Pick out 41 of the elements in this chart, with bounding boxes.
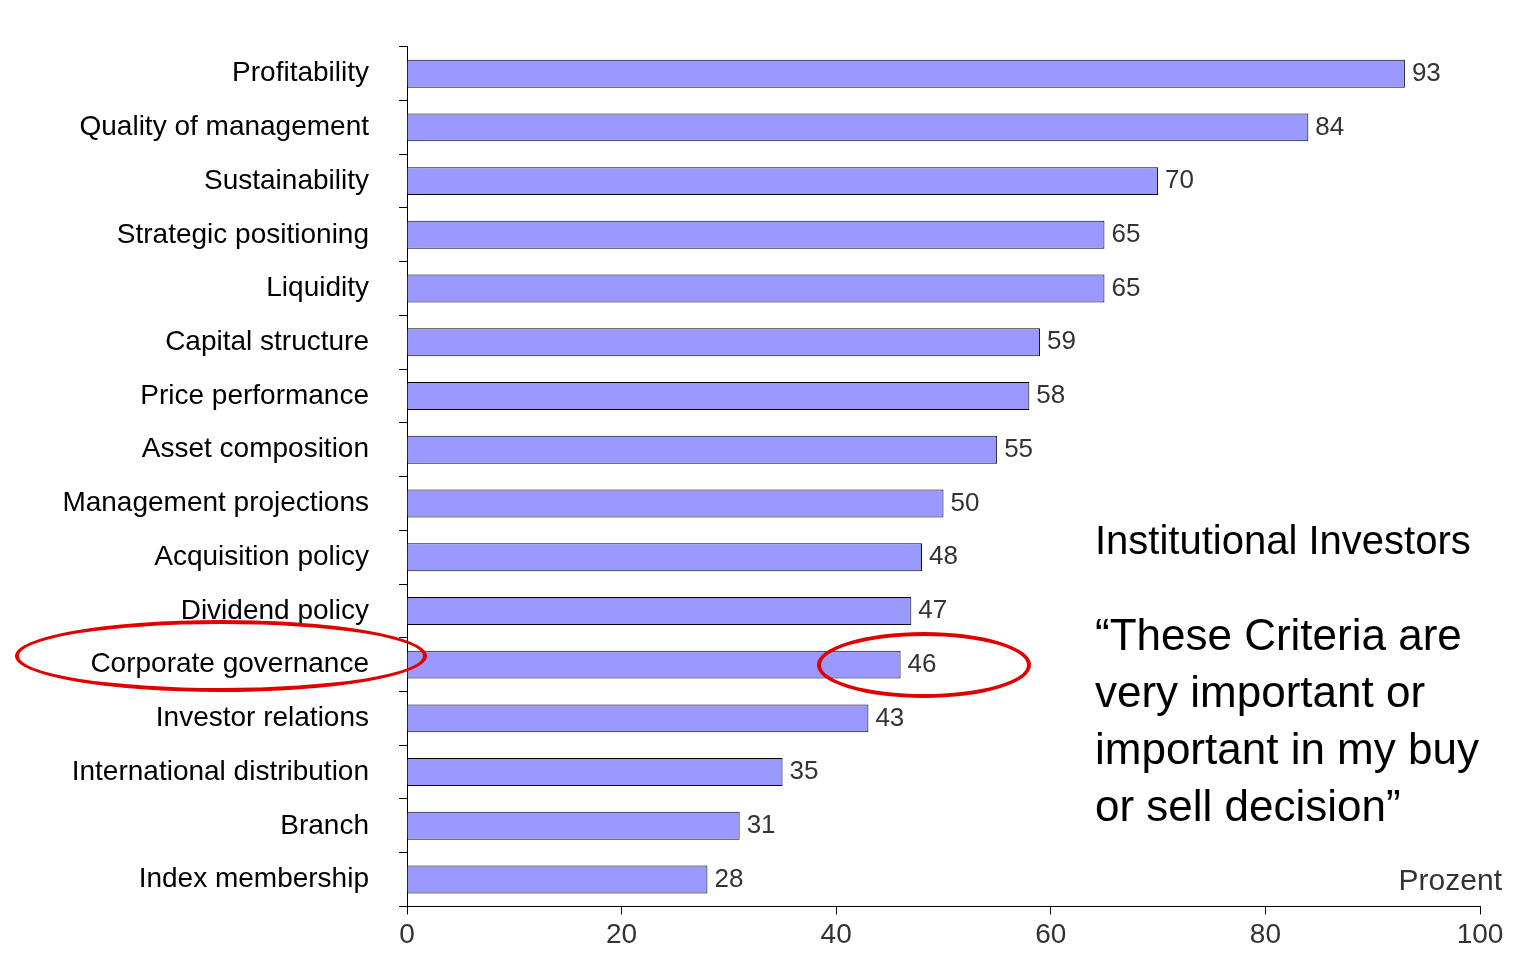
- annotation: “These Criteria are very important or important in my buy or sell decision”: [1095, 609, 1480, 832]
- y-tick-label: Branch: [280, 808, 369, 840]
- y-tick-label: Liquidity: [266, 271, 369, 303]
- data-label: 35: [789, 755, 819, 786]
- x-axis-title: Prozent: [1398, 862, 1503, 896]
- x-tick-label: 0: [399, 917, 415, 949]
- data-label: 48: [929, 540, 958, 571]
- y-tick-label: Sustainability: [204, 163, 369, 195]
- data-label: 59: [1047, 325, 1076, 356]
- y-tick-label: Index membership: [138, 862, 369, 894]
- data-label: 47: [918, 594, 948, 625]
- annotation: Institutional Investors: [1095, 518, 1471, 563]
- y-tick-label: Capital structure: [165, 325, 369, 357]
- y-tick-label: Corporate governance: [90, 647, 369, 679]
- data-label: 58: [1036, 379, 1066, 410]
- data-label: 65: [1111, 218, 1141, 249]
- x-tick-label: 60: [1035, 917, 1067, 949]
- y-tick-label: Strategic positioning: [116, 217, 369, 249]
- data-label: 55: [1004, 432, 1034, 463]
- data-label: 28: [714, 862, 744, 893]
- y-tick-label: Acquisition policy: [154, 539, 369, 571]
- y-tick-label: Quality of management: [79, 110, 370, 142]
- data-label: 46: [907, 647, 937, 678]
- y-tick-label: Asset composition: [141, 432, 369, 464]
- y-tick-label: Dividend policy: [180, 593, 369, 625]
- data-label: 93: [1411, 56, 1441, 87]
- data-label: 50: [950, 486, 980, 517]
- data-label: 65: [1111, 271, 1141, 302]
- x-tick-label: 100: [1456, 917, 1504, 949]
- x-tick-label: 20: [606, 917, 638, 949]
- data-label: 84: [1315, 110, 1345, 141]
- y-tick-label: Management projections: [62, 486, 369, 518]
- data-label: 43: [875, 701, 905, 732]
- data-label: 31: [746, 808, 776, 839]
- data-label: 70: [1165, 164, 1195, 195]
- x-tick-label: 40: [820, 917, 852, 949]
- y-tick-label: Price performance: [140, 378, 369, 410]
- y-tick-label: Profitability: [232, 56, 369, 88]
- y-tick-label: International distribution: [71, 754, 369, 786]
- y-tick-label: Investor relations: [155, 701, 369, 733]
- x-tick-label: 80: [1249, 917, 1281, 949]
